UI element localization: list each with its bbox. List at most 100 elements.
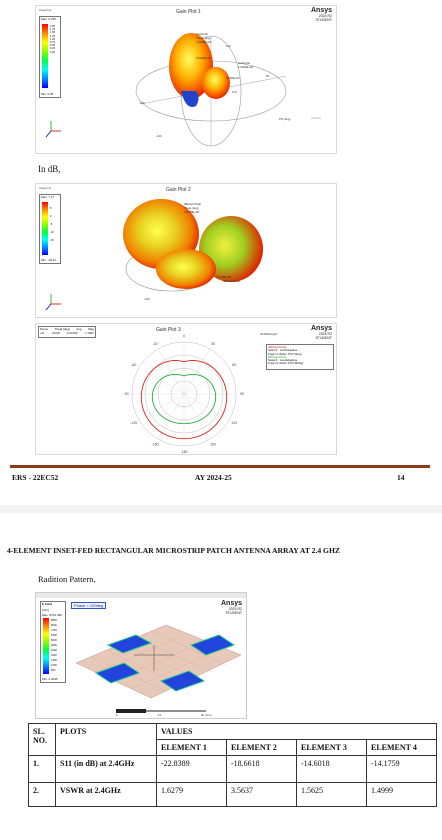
dial-label: -120: [156, 134, 162, 138]
plot-brand: Ansys Inc.: [39, 8, 52, 12]
row-value: -14.6018: [296, 755, 367, 783]
scale-max: Max: 7.17: [41, 195, 55, 199]
annotation: 5.000E+00: [226, 76, 240, 80]
annotation: dB(GainTotal): [184, 202, 202, 206]
row-value: -18.6618: [226, 755, 297, 783]
row-value: 3.5637: [226, 782, 297, 807]
scale-unit: [V/m]: [42, 607, 50, 612]
annotation: Theta (deg): [196, 36, 211, 40]
scale-min: Min: 0.00: [41, 91, 54, 96]
colorbar: [42, 202, 48, 255]
polar-angle-label: -180: [180, 450, 187, 454]
polar-angle-label: -150: [151, 442, 158, 446]
annotation: Theta (deg): [184, 206, 199, 210]
footer-rule: [10, 465, 430, 468]
color-scale: Max: 2.755 2.00 1.75 1.50 1.25 1.00 0.75 0.5…: [39, 16, 61, 98]
scale-ticks: 8800 8000 7200 6400 5600 4800 4000 3200 2400 1…: [51, 619, 57, 672]
footer-center: AY 2024-25: [195, 473, 232, 482]
polar-angle-label: -90: [123, 392, 128, 396]
scale-tick: 15: [158, 713, 162, 717]
ansys-logo: Ansys 2024 R2 STUDENT: [310, 325, 332, 340]
setup-name: HFSSDesign1: [260, 332, 278, 336]
scale-min: Min: -18.21: [41, 257, 57, 262]
values-table: SL. NO. PLOTS VALUES ELEMENT 1 ELEMENT 2…: [28, 723, 437, 807]
in-db-label: In dB,: [38, 164, 61, 174]
header-plots: PLOTS: [55, 723, 157, 756]
scale-title: E Field: [42, 602, 52, 606]
annotation: 5.0000E+00: [196, 56, 212, 60]
polar-curve: [140, 360, 228, 440]
ansys-logo: Ansys 2024 R2 STUDENT: [310, 7, 332, 22]
row-value: -22.8389: [156, 755, 227, 783]
polar-angle-label: -120: [130, 421, 137, 425]
footer-page-number: 14: [397, 473, 405, 482]
footer-left: ERS - 22EC52: [12, 473, 59, 482]
plot-brand: Ansys Inc.: [39, 186, 52, 190]
row-value: 1.5625: [296, 782, 367, 807]
table-row: 2. VSWR at 2.4GHz 1.6279 3.5637 1.5625 1…: [28, 782, 437, 807]
gain-plot-1: Ansys Inc. Gain Plot 1 Ansys 2024 R2 STU…: [35, 5, 337, 154]
polar-angle-label: -30: [152, 342, 157, 346]
scale-tick: 0: [116, 713, 118, 717]
gain-plot-3: Name Theta [deg] Ang Mag m1 -60.00 2.97260 7…: [35, 323, 337, 455]
curve-legend: dB(GainTotal) Setup1 : LastAdaptive Freq…: [266, 344, 334, 370]
dial-label: 120: [232, 90, 237, 94]
polar-angle-label: 120: [231, 421, 237, 425]
table-row: 1. S11 (in dB) at 2.4GHz -22.8389 -18.66…: [28, 755, 437, 783]
scale-ticks: 2.00 1.75 1.50 1.25 1.00 0.75 0.50 0.25 0.00: [50, 25, 56, 54]
polar-spoke: [183, 367, 230, 395]
polar-spoke: [183, 348, 211, 395]
section-heading: 4-ELEMENT INSET-FED RECTANGULAR MICROSTR…: [7, 546, 340, 555]
row-sl: 2.: [28, 782, 56, 807]
annotation: 4.2728E+00: [184, 210, 200, 214]
polar-angle-label: 150: [210, 442, 216, 446]
axis-label: Phi (deg): [279, 117, 291, 121]
radiation-label: Radition Pattern,: [38, 574, 96, 584]
annotation: 1.0000E+00: [238, 65, 254, 69]
scale-max: Max: 9763.396: [42, 613, 62, 617]
toolbar-strip: [36, 593, 246, 598]
scale-max: Max: 2.755: [41, 17, 56, 21]
phase-label: Phase = 100deg: [71, 602, 107, 609]
polar-spoke: [138, 393, 185, 421]
scale-min: Min: 2.3235: [42, 676, 58, 681]
polar-spoke: [138, 367, 185, 395]
plot-title: Gain Plot 3: [156, 327, 181, 333]
row-plot: S11 (in dB) at 2.4GHz: [55, 755, 157, 783]
polar-angle-label: 30: [211, 342, 215, 346]
header-element-4: ELEMENT 4: [366, 739, 437, 756]
annotation: GainTotal: [196, 32, 208, 36]
annotation: 3.4998E+00: [196, 40, 212, 44]
dial-label: 60: [266, 74, 270, 78]
polar-spoke: [157, 348, 185, 395]
scale-ticks: 5 0 -5 -10 -15: [50, 207, 54, 242]
colorbar: [43, 618, 49, 674]
polar-angle-label: 0: [183, 334, 185, 338]
header-element-1: ELEMENT 1: [156, 739, 227, 756]
ansys-logo: Ansys 2024 R2 STUDENT: [220, 600, 242, 615]
header-element-3: ELEMENT 3: [296, 739, 367, 756]
e-field-plot: E Field [V/m] Max: 9763.396 8800 8000 7200…: [35, 592, 247, 719]
3d-gain-pattern: [45, 33, 321, 147]
polar-angle-label: 60: [232, 363, 236, 367]
dial-label: 120: [226, 44, 231, 48]
3d-gain-pattern-db: [45, 199, 263, 311]
polar-angle-label: -60: [131, 363, 136, 367]
patch-array-field: [75, 624, 242, 713]
row-value: 1.4999: [366, 782, 437, 807]
annotation: 4.2728E+00: [216, 275, 232, 279]
header-values: VALUES: [156, 723, 437, 740]
annotation: GainTotal: [238, 61, 250, 65]
header-element-2: ELEMENT 2: [226, 739, 297, 756]
polar-spoke: [183, 393, 230, 421]
colorbar: [42, 24, 48, 88]
header-sl: SL. NO.: [28, 723, 56, 756]
plot-title: Gain Plot 1: [176, 9, 201, 15]
row-value: 1.6279: [156, 782, 227, 807]
polar-spoke: [157, 393, 185, 440]
annotation: dB(GainTotal): [223, 279, 241, 283]
marker-table: Name Theta [deg] Ang Mag m1 -60.00 2.97260 7…: [38, 326, 96, 338]
polar-spoke: [183, 393, 211, 440]
page-gap: [0, 505, 442, 513]
dial-label: -150: [144, 297, 150, 301]
